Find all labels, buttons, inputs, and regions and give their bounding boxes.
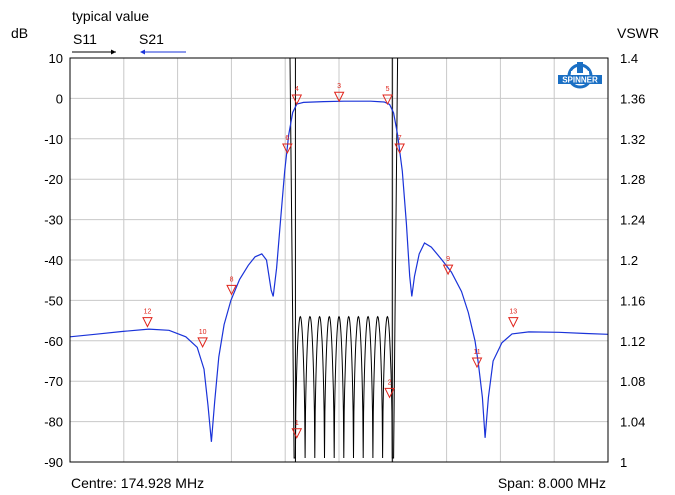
left-tick-label: -60 xyxy=(44,334,63,349)
marker-11: 11 xyxy=(471,349,483,369)
marker-triangle xyxy=(291,94,303,106)
s11-trace xyxy=(289,57,399,459)
span-frequency: Span: 8.000 MHz xyxy=(498,475,606,491)
centre-frequency: Centre: 174.928 MHz xyxy=(71,475,204,491)
marker-label: 5 xyxy=(386,86,390,93)
marker-triangle xyxy=(442,264,454,276)
right-axis-unit: VSWR xyxy=(617,25,659,41)
right-tick-labels: 1.4 1.36 1.32 1.28 1.24 1.2 1.16 1.12 1.08 1.04 1 xyxy=(620,51,645,470)
legend-s11-label: S11 xyxy=(73,31,97,47)
marker-5: 5 xyxy=(382,86,393,106)
grid-lines xyxy=(70,58,608,462)
marker-13: 13 xyxy=(508,309,519,328)
marker-label: 8 xyxy=(230,276,234,283)
right-tick-label: 1.4 xyxy=(620,51,638,66)
s21-trace xyxy=(69,100,609,442)
left-tick-labels: 10 0 -10 -20 -30 -40 -50 -60 -70 -80 -90 xyxy=(44,51,63,470)
marker-triangle xyxy=(471,357,483,369)
left-tick-label: 10 xyxy=(49,51,63,66)
marker-10: 10 xyxy=(197,329,208,348)
left-tick-label: -50 xyxy=(44,293,63,308)
right-tick-label: 1.32 xyxy=(620,132,645,147)
marker-7: 7 xyxy=(394,135,405,155)
marker-4: 4 xyxy=(291,86,303,106)
marker-label: 11 xyxy=(473,349,480,356)
marker-triangle xyxy=(382,94,393,106)
marker-12: 12 xyxy=(142,309,153,328)
left-tick-label: -30 xyxy=(44,213,63,228)
marker-triangle xyxy=(384,387,395,399)
marker-2: 2 xyxy=(384,379,395,399)
right-tick-label: 1.2 xyxy=(620,253,638,268)
plot-frame xyxy=(69,57,609,463)
marker-label: 4 xyxy=(295,86,299,93)
right-tick-label: 1 xyxy=(620,455,627,470)
marker-9: 9 xyxy=(442,256,454,276)
marker-label: 10 xyxy=(199,329,207,336)
marker-label: 9 xyxy=(446,256,450,263)
marker-label: 12 xyxy=(144,309,152,316)
typical-value-label: typical value xyxy=(72,8,149,24)
marker-8: 8 xyxy=(226,276,237,296)
right-tick-label: 1.04 xyxy=(620,415,645,430)
legend-s21-arrow-icon xyxy=(140,49,186,55)
marker-3: 3 xyxy=(333,83,345,103)
marker-triangle xyxy=(291,428,303,439)
marker-triangle xyxy=(333,91,345,103)
marker-triangle xyxy=(394,143,405,155)
right-tick-label: 1.08 xyxy=(620,374,645,389)
marker-1: 1 xyxy=(291,420,303,439)
legend-s21-label: S21 xyxy=(139,31,164,47)
marker-triangle xyxy=(142,317,153,328)
left-tick-label: 0 xyxy=(56,91,63,106)
left-axis-unit: dB xyxy=(11,25,28,41)
right-tick-label: 1.24 xyxy=(620,213,645,228)
legend-s11-arrow-icon xyxy=(72,49,116,55)
left-tick-label: -10 xyxy=(44,132,63,147)
left-tick-label: -90 xyxy=(44,455,63,470)
s21-line xyxy=(69,100,609,442)
right-tick-label: 1.28 xyxy=(620,172,645,187)
marker-label: 1 xyxy=(295,420,299,427)
marker-label: 3 xyxy=(337,83,341,90)
right-tick-label: 1.12 xyxy=(620,334,645,349)
marker-label: 7 xyxy=(398,135,402,142)
right-tick-label: 1.16 xyxy=(620,293,645,308)
left-tick-label: -70 xyxy=(44,374,63,389)
marker-triangle xyxy=(282,143,293,155)
s11-line xyxy=(289,57,399,459)
left-tick-label: -40 xyxy=(44,253,63,268)
marker-6: 6 xyxy=(282,135,293,155)
spinner-logo: SPINNER xyxy=(558,62,602,89)
marker-triangle xyxy=(508,317,519,328)
marker-label: 6 xyxy=(285,135,289,142)
left-tick-label: -80 xyxy=(44,415,63,430)
marker-triangle xyxy=(226,284,237,296)
marker-label: 13 xyxy=(509,309,517,316)
marker-label: 2 xyxy=(388,379,392,386)
right-tick-label: 1.36 xyxy=(620,91,645,106)
left-tick-label: -20 xyxy=(44,172,63,187)
logo-text: SPINNER xyxy=(562,76,598,85)
passband-edge-lines xyxy=(294,58,393,462)
marker-triangle xyxy=(197,337,208,348)
